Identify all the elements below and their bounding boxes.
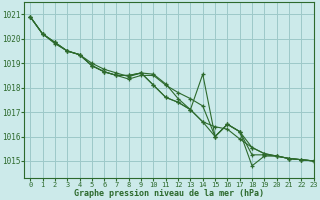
X-axis label: Graphe pression niveau de la mer (hPa): Graphe pression niveau de la mer (hPa): [74, 189, 264, 198]
